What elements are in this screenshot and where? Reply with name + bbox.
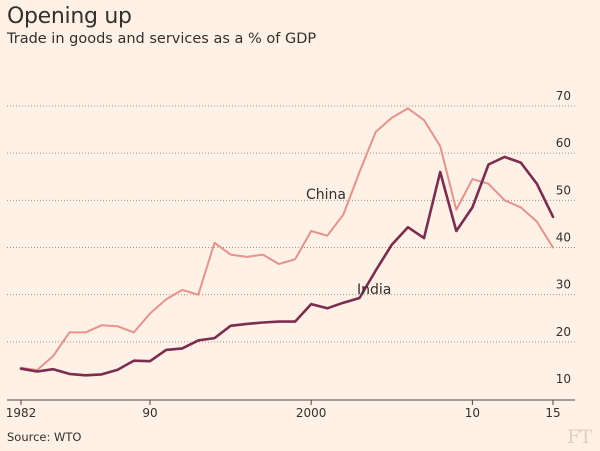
y-tick-label: 30 — [556, 278, 571, 292]
series-lines — [19, 107, 555, 377]
grid-lines — [7, 105, 575, 343]
source-note: Source: WTO — [7, 430, 82, 444]
x-tick-label: 2000 — [296, 406, 327, 420]
x-tick-label: 90 — [142, 406, 157, 420]
y-tick-label: 60 — [556, 136, 571, 150]
ft-logo: FT — [567, 426, 592, 448]
y-tick-label: 70 — [556, 89, 571, 103]
y-tick-label: 20 — [556, 325, 571, 339]
chart-title: Opening up — [7, 4, 132, 29]
series-line-india — [19, 155, 555, 377]
y-tick-label: 40 — [556, 231, 571, 245]
series-label-china: China — [306, 187, 346, 203]
x-axis: 1982 90 2000 10 15 — [6, 399, 575, 420]
x-tick-label: 15 — [545, 406, 560, 420]
series-line-china — [20, 107, 554, 372]
y-axis-tick-labels: 10 20 30 40 50 60 70 — [556, 89, 571, 386]
x-tick-label: 10 — [465, 406, 480, 420]
x-tick-label: 1982 — [6, 406, 37, 420]
series-label-india: India — [357, 282, 391, 298]
y-tick-label: 10 — [556, 372, 571, 386]
series-labels: China India — [306, 187, 391, 298]
chart-subtitle: Trade in goods and services as a % of GD… — [7, 31, 317, 47]
y-tick-label: 50 — [556, 183, 571, 197]
